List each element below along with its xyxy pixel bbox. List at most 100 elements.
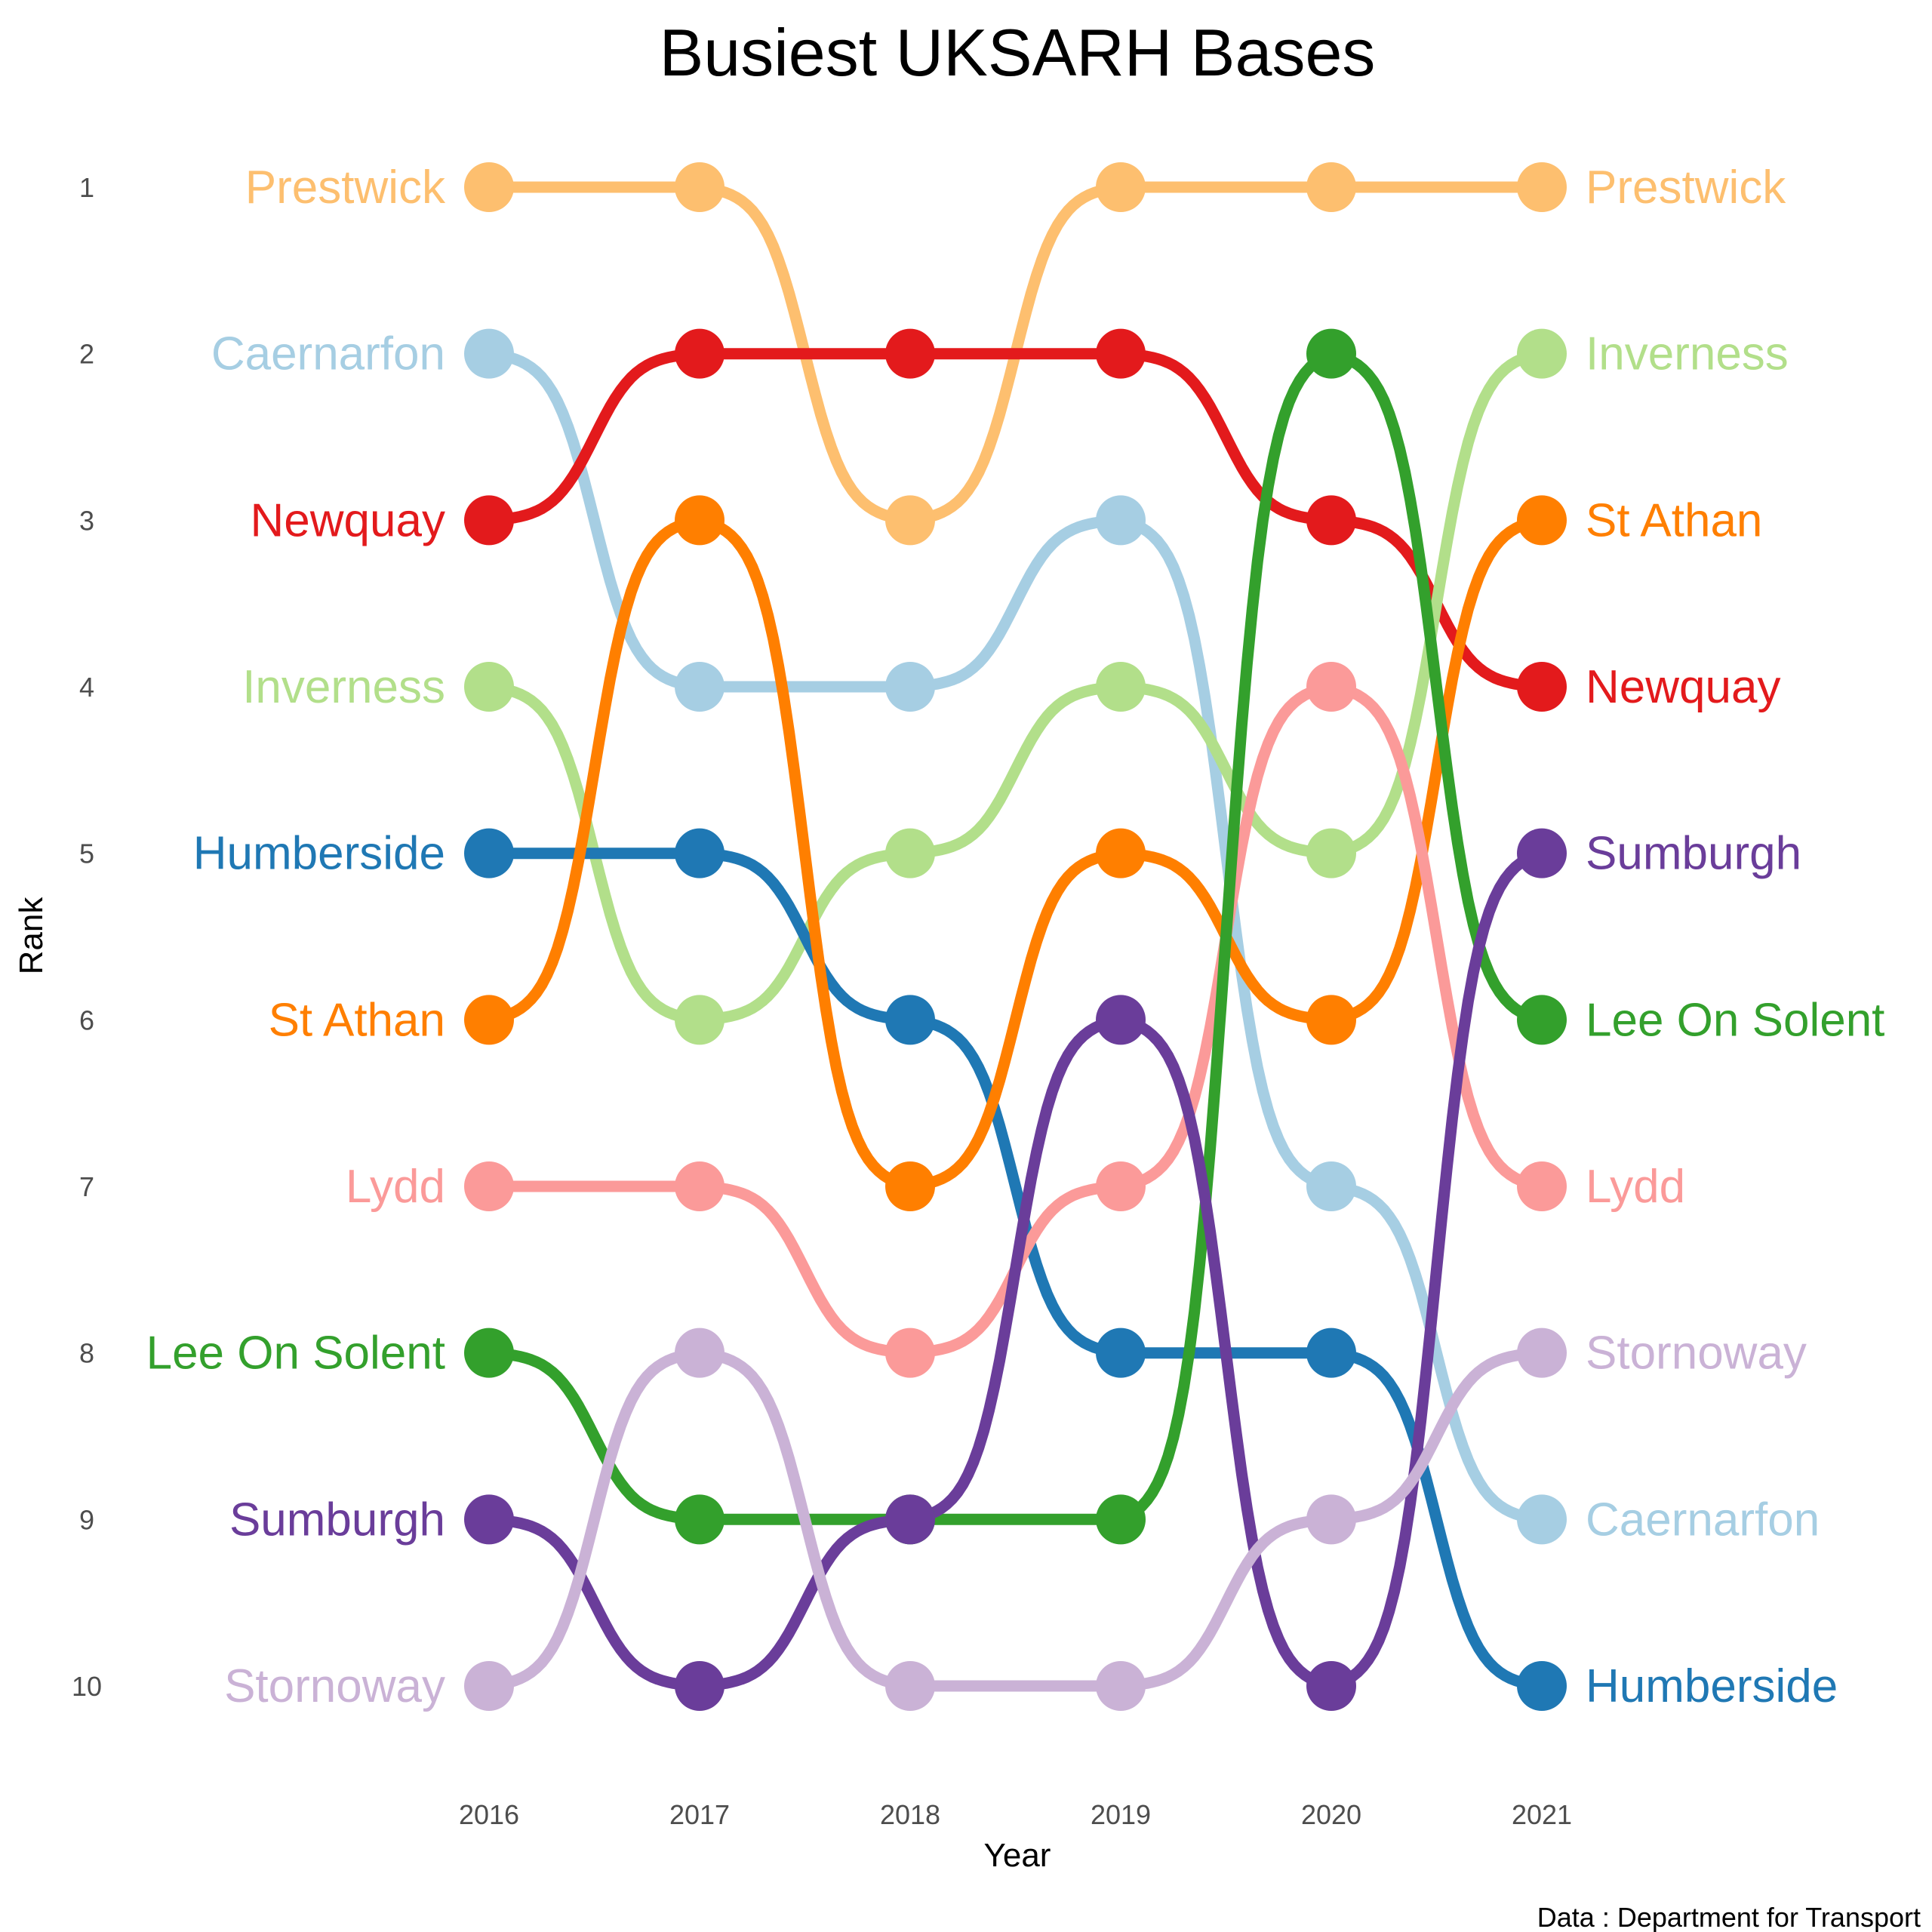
point-lydd-2018 [885,1327,935,1378]
label-left-lydd: Lydd [346,1161,445,1213]
point-lee-on-solent-2021 [1517,995,1567,1045]
x-axis-label: Year [984,1837,1051,1874]
series-line-lee-on-solent [483,348,1548,1525]
point-inverness-2020 [1306,828,1356,878]
label-right-stornoway: Stornoway [1586,1327,1807,1380]
point-newquay-2018 [885,328,935,379]
series-line-humberside [483,848,1548,1692]
y-tick-label: 1 [79,172,94,203]
x-tick-label: 2016 [459,1799,519,1830]
label-right-lydd: Lydd [1586,1161,1685,1213]
x-tick-label: 2019 [1091,1799,1151,1830]
point-stornoway-2016 [464,1661,514,1711]
label-left-stornoway: Stornoway [224,1660,445,1712]
label-left-inverness: Inverness [242,661,445,713]
label-right-caernarfon: Caernarfon [1586,1494,1820,1546]
point-newquay-2016 [464,495,514,546]
series-line-inverness [483,348,1548,1026]
point-stornoway-2019 [1096,1661,1146,1711]
series-line-caernarfon [483,348,1548,1525]
point-lydd-2016 [464,1161,514,1211]
point-sumburgh-2021 [1517,828,1567,878]
label-right-lee-on-solent: Lee On Solent [1586,994,1884,1046]
point-humberside-2021 [1517,1661,1567,1711]
point-humberside-2019 [1096,1327,1146,1378]
point-inverness-2018 [885,828,935,878]
point-caernarfon-2017 [675,662,724,712]
label-left-prestwick: Prestwick [245,162,446,214]
point-st-athan-2020 [1306,995,1356,1045]
point-lydd-2020 [1306,662,1356,712]
point-prestwick-2017 [675,162,724,212]
point-stornoway-2021 [1517,1327,1567,1378]
point-lee-on-solent-2020 [1306,328,1356,379]
label-right-inverness: Inverness [1586,328,1789,380]
point-lee-on-solent-2016 [464,1327,514,1378]
label-right-humberside: Humberside [1586,1660,1838,1712]
series-line-sumburgh [483,848,1548,1692]
label-left-caernarfon: Caernarfon [211,328,445,380]
point-caernarfon-2018 [885,662,935,712]
series-line-st-athan [483,514,1548,1192]
point-stornoway-2018 [885,1661,935,1711]
point-sumburgh-2016 [464,1494,514,1545]
point-newquay-2017 [675,328,724,379]
y-tick-label: 2 [79,339,94,370]
point-prestwick-2020 [1306,162,1356,212]
point-caernarfon-2019 [1096,495,1146,546]
chart-title: Busiest UKSARH Bases [660,15,1376,90]
point-newquay-2019 [1096,328,1146,379]
point-lydd-2019 [1096,1161,1146,1211]
point-sumburgh-2018 [885,1494,935,1545]
point-prestwick-2016 [464,162,514,212]
point-inverness-2021 [1517,328,1567,379]
point-inverness-2016 [464,662,514,712]
point-newquay-2021 [1517,662,1567,712]
y-tick-label: 8 [79,1338,94,1369]
y-axis-label: Rank [13,897,50,975]
label-right-sumburgh: Sumburgh [1586,828,1801,880]
point-stornoway-2020 [1306,1494,1356,1545]
label-left-lee-on-solent: Lee On Solent [146,1327,445,1380]
point-st-athan-2018 [885,1161,935,1211]
label-right-st-athan: St Athan [1586,494,1762,546]
x-axis-ticks: 2016 2017 2018 2019 2020 2021 [459,1799,1572,1830]
point-inverness-2019 [1096,662,1146,712]
x-tick-label: 2021 [1512,1799,1572,1830]
point-st-athan-2019 [1096,828,1146,878]
point-prestwick-2021 [1517,162,1567,212]
point-prestwick-2019 [1096,162,1146,212]
y-tick-label: 7 [79,1171,94,1202]
x-tick-label: 2018 [880,1799,940,1830]
x-tick-label: 2020 [1301,1799,1361,1830]
y-axis-ticks: 1 2 3 4 5 6 7 8 9 10 [72,172,102,1702]
point-lydd-2017 [675,1161,724,1211]
y-tick-label: 3 [79,505,94,536]
point-lee-on-solent-2019 [1096,1494,1146,1545]
y-tick-label: 5 [79,838,94,869]
point-st-athan-2017 [675,495,724,546]
label-right-newquay: Newquay [1586,661,1780,713]
point-lydd-2021 [1517,1161,1567,1211]
caption: Data : Department for Transport [1537,1902,1921,1932]
label-left-humberside: Humberside [193,828,445,880]
point-st-athan-2016 [464,995,514,1045]
point-caernarfon-2016 [464,328,514,379]
series-line-stornoway [483,1347,1548,1692]
point-humberside-2016 [464,828,514,878]
label-left-sumburgh: Sumburgh [229,1494,445,1546]
point-humberside-2017 [675,828,724,878]
y-tick-label: 6 [79,1004,94,1035]
label-left-newquay: Newquay [251,494,445,546]
point-newquay-2020 [1306,495,1356,546]
point-caernarfon-2020 [1306,1161,1356,1211]
point-lee-on-solent-2017 [675,1494,724,1545]
series-labels: Prestwick Prestwick Caernarfon Caernarfon Ne… [146,162,1885,1712]
series-lines [483,181,1548,1692]
series-points [464,162,1567,1711]
point-humberside-2018 [885,995,935,1045]
point-stornoway-2017 [675,1327,724,1378]
y-tick-label: 4 [79,672,94,703]
point-inverness-2017 [675,995,724,1045]
